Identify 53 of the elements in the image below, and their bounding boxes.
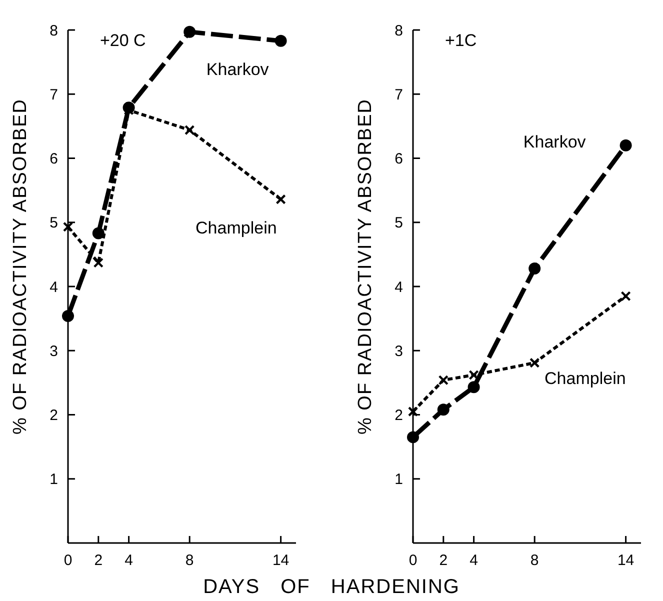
y-tick-label: 6 [394, 150, 403, 168]
x-tick-label: 8 [530, 552, 539, 569]
point [437, 404, 450, 416]
y-tick-label: 3 [50, 342, 58, 360]
x-axis-title: DAYS OF HARDENING [203, 576, 460, 598]
y-tick-label: 2 [50, 407, 58, 424]
point [93, 258, 104, 268]
x-tick-label: 2 [94, 552, 103, 569]
point [276, 194, 286, 204]
y-tick-label: 1 [394, 471, 403, 488]
y-axis-title: % OF RADIOACTIVITY ABSORBED [355, 98, 376, 434]
y-tick-label: 6 [50, 150, 58, 168]
annotation: +1C [445, 31, 477, 50]
x-tick-label: 4 [470, 552, 478, 569]
y-axis-title: % OF RADIOACTIVITY ABSORBED [10, 98, 31, 434]
point [184, 26, 196, 38]
point [468, 381, 480, 394]
y-tick-label: 5 [394, 214, 403, 232]
y-tick-label: 5 [50, 214, 58, 232]
point [468, 370, 479, 380]
x-tick-label: 4 [124, 552, 133, 569]
point [184, 124, 195, 136]
point [528, 262, 541, 275]
series-label: Champlein [544, 369, 626, 388]
point [620, 139, 632, 152]
y-tick-label: 4 [50, 278, 58, 296]
series-label: Kharkov [523, 132, 586, 152]
series-label: Kharkov [206, 60, 270, 79]
point [408, 406, 418, 417]
point [274, 34, 287, 47]
point [438, 375, 448, 386]
x-tick-label: 14 [272, 552, 290, 569]
point [62, 310, 74, 322]
y-tick-label: 8 [50, 22, 58, 40]
point [620, 291, 631, 302]
x-tick-label: 8 [185, 552, 194, 569]
y-tick-label: 1 [50, 471, 58, 488]
point [62, 222, 74, 232]
y-tick-label: 3 [394, 342, 403, 360]
x-tick-label: 2 [439, 552, 448, 569]
x-tick-label: 0 [64, 552, 72, 569]
y-tick-label: 4 [394, 278, 403, 296]
point [92, 227, 104, 240]
y-tick-label: 7 [50, 86, 58, 104]
y-tick-label: 2 [394, 407, 403, 424]
y-tick-label: 7 [394, 86, 403, 104]
y-tick-label: 8 [394, 22, 403, 40]
annotation: +20 C [100, 31, 146, 50]
x-tick-label: 0 [408, 552, 418, 569]
point [530, 358, 540, 368]
series-label: Champlein [196, 218, 277, 238]
point [407, 431, 419, 444]
x-tick-label: 14 [617, 552, 634, 569]
